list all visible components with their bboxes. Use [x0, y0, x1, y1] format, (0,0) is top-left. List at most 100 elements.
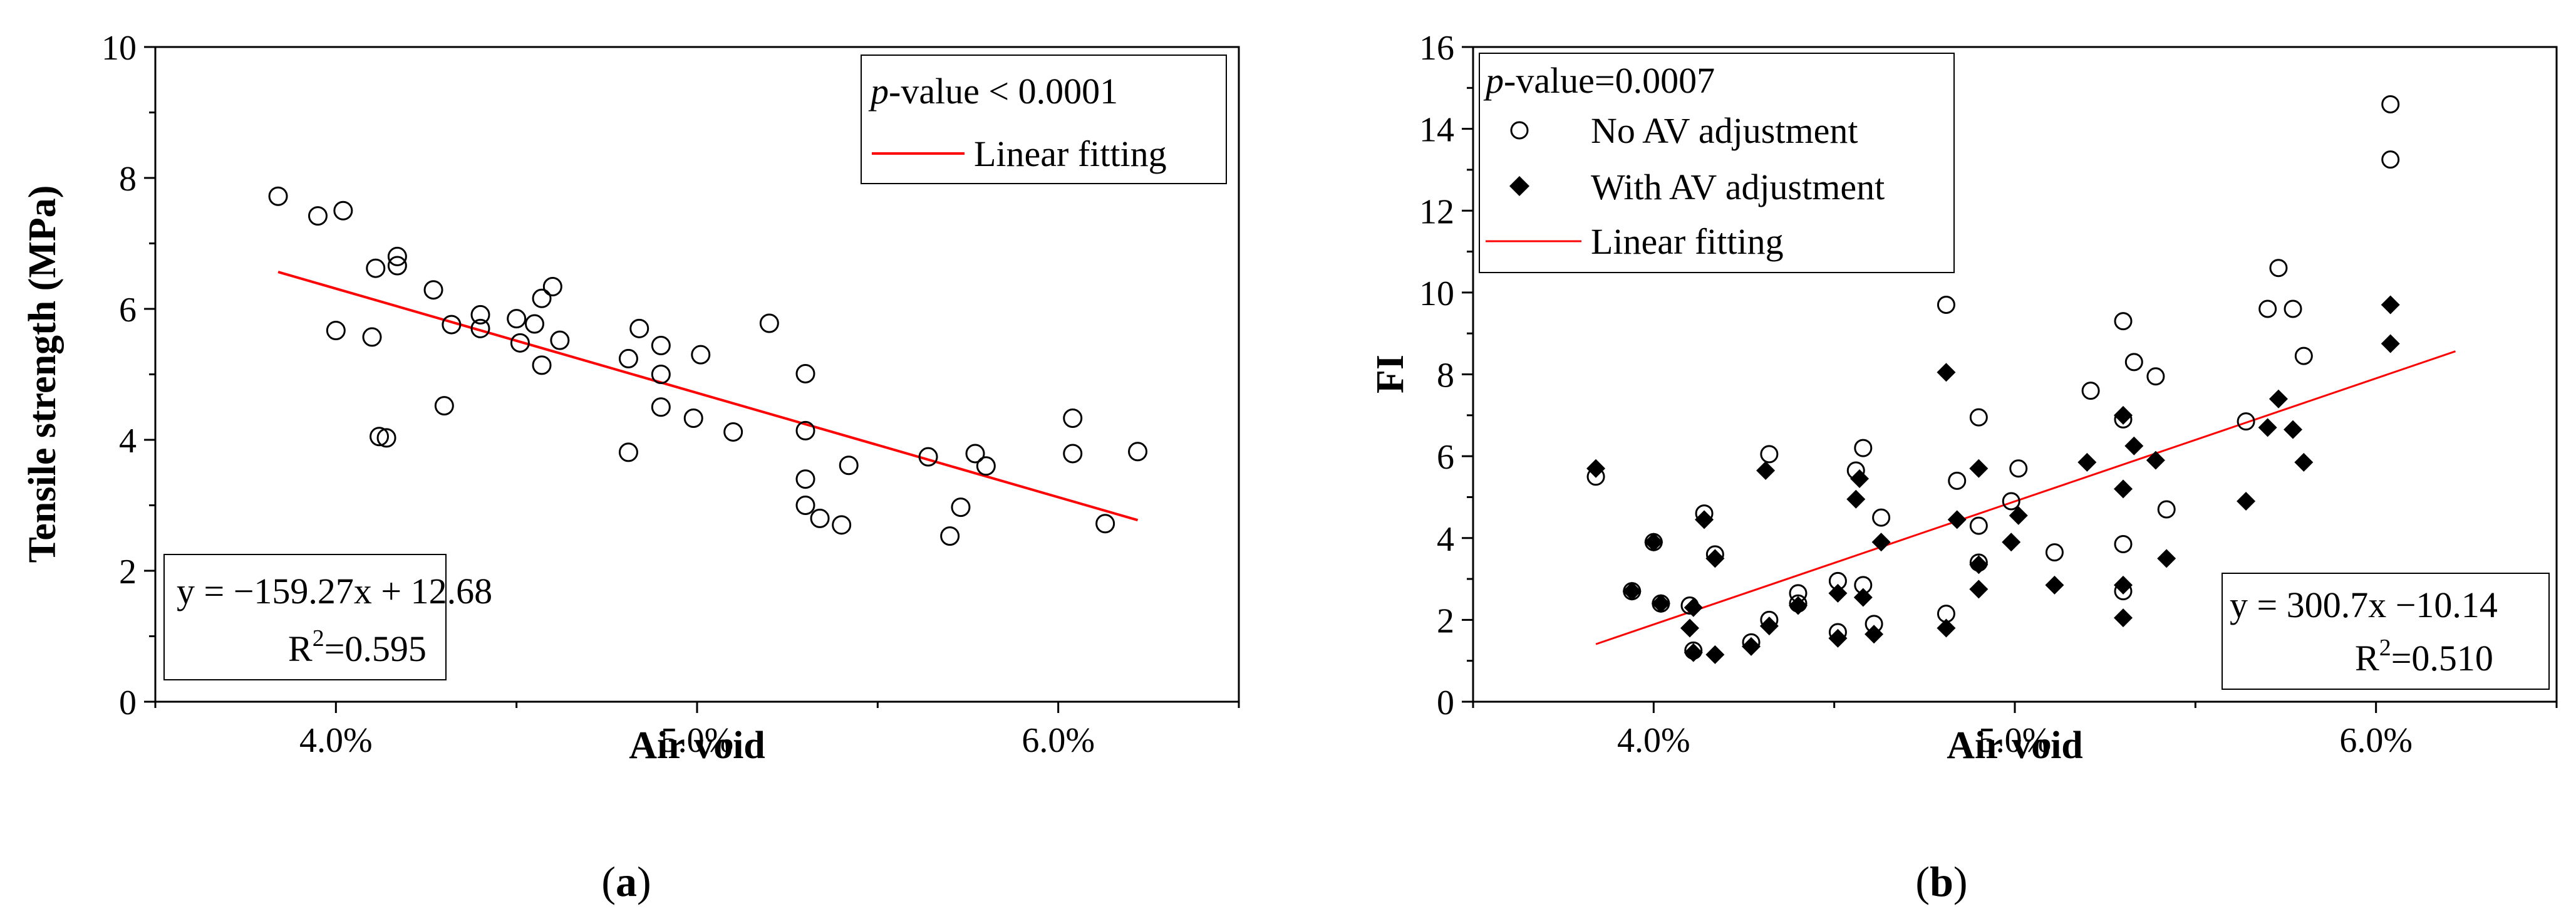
panel-b-point-with-av: [1969, 459, 1989, 478]
panel-b-r2: R2=0.510: [2355, 635, 2493, 679]
panel-b-point-with-av: [1684, 643, 1703, 662]
panel-a-data-point: [387, 256, 407, 276]
panel-a-data-point: [795, 496, 815, 515]
panel-b-point-with-av: [2114, 575, 2133, 595]
panel-b-point-with-av: [1759, 617, 1779, 636]
panel-a-data-point: [333, 200, 353, 221]
panel-b-point-no-av: [2045, 543, 2064, 562]
panel-b-point-with-av: [1742, 637, 1761, 656]
panel-b-fit-line: [1595, 350, 2456, 645]
panel-b-point-no-av: [1760, 445, 1779, 464]
panel-b-equation-box: y = 300.7x −10.14 R2=0.510: [2222, 573, 2550, 690]
panel-a-data-point: [387, 246, 407, 266]
panel-b-y-tick-label: 10: [1419, 274, 1454, 313]
panel-a-data-point: [965, 444, 985, 464]
panel-a-data-point: [832, 515, 852, 535]
panel-b-point-with-av: [2045, 575, 2064, 595]
panel-a-data-point: [618, 348, 638, 368]
panel-a-data-point: [723, 422, 743, 442]
panel-b-point-no-av: [1872, 508, 1891, 527]
panel-a-x-tick-label: 6.0%: [1022, 721, 1095, 760]
panel-a-data-point: [810, 508, 830, 528]
panel-a-data-point: [651, 397, 671, 417]
panel-b-x-tick-label: 4.0%: [1617, 721, 1690, 760]
panel-b-point-with-av: [1789, 596, 1808, 615]
panel-a-x-tick-label: 5.0%: [661, 721, 734, 760]
panel-a-data-point: [434, 396, 454, 416]
panel-a-data-point: [507, 309, 527, 329]
panel-b-chart: 4.0% 5.0% 6.0% 0 2 4 6 8 10 12 14 16 Air void FI p-…: [1369, 29, 2558, 905]
panel-b-point-with-av: [1756, 460, 1776, 480]
panel-b-point-with-av: [1828, 583, 1848, 603]
panel-a-data-point: [976, 456, 996, 476]
panel-a-y-axis-title: Tensile strength (MPa): [21, 185, 64, 563]
panel-b-legend-series2-label: With AV adjustment: [1591, 167, 1885, 207]
panel-a-data-point: [442, 315, 462, 335]
panel-b-point-with-av: [2237, 491, 2256, 511]
panel-b-point-with-av: [2146, 450, 2165, 470]
panel-b-point-no-av: [2114, 535, 2133, 554]
panel-b-point-no-av: [2146, 367, 2165, 386]
panel-b-point-with-av: [1828, 628, 1848, 648]
panel-a-data-point: [839, 455, 859, 476]
panel-b-point-with-av: [1651, 594, 1670, 613]
panel-b-point-with-av: [1969, 555, 1989, 575]
panel-b-y-tick-label: 0: [1437, 684, 1454, 722]
panel-b-legend-series1-label: No AV adjustment: [1591, 110, 1858, 151]
panel-b-point-with-av: [1644, 533, 1663, 552]
panel-b-point-no-av: [2124, 353, 2143, 372]
panel-a-y-tick-label: 6: [119, 291, 137, 330]
panel-a-data-point: [366, 258, 386, 278]
panel-a-data-point: [1063, 408, 1083, 429]
panel-b-point-no-av: [2009, 459, 2028, 478]
panel-b-point-with-av: [1586, 459, 1606, 478]
panel-b-legend: p-value=0.0007 No AV adjustment With AV …: [1479, 53, 1955, 273]
panel-a-data-point: [532, 288, 552, 308]
panel-b-point-no-av: [2114, 312, 2133, 331]
panel-a-r2: R2=0.595: [288, 625, 427, 669]
panel-b-y-tick-label: 14: [1419, 111, 1454, 150]
panel-b-point-with-av: [2268, 389, 2288, 408]
panel-b-legend-fit-label: Linear fitting: [1591, 221, 1784, 262]
panel-a-equation: y = −159.27x + 12.68: [177, 571, 492, 611]
panel-a-caption: (a): [601, 858, 651, 905]
panel-b-point-no-av: [2081, 382, 2100, 400]
panel-a-y-tick-label: 2: [119, 553, 137, 591]
panel-b-point-with-av: [2077, 452, 2097, 472]
panel-a-legend: p-value < 0.0001 Linear fitting: [861, 55, 1227, 184]
panel-b-point-with-av: [1937, 363, 1956, 382]
panel-a-legend-fit-label: Linear fitting: [974, 133, 1167, 174]
panel-b-point-with-av: [2381, 295, 2400, 315]
panel-b-x-axis-title: Air void: [1947, 724, 2083, 767]
panel-a-data-point: [1063, 444, 1083, 464]
panel-b-legend-diamond-marker: [1509, 176, 1529, 196]
panel-b-point-with-av: [2002, 533, 2021, 552]
panel-a-data-point: [376, 428, 396, 448]
panel-b-point-with-av: [2114, 608, 2133, 628]
panel-a-data-point: [470, 304, 490, 325]
panel-b-point-no-av: [2294, 346, 2313, 365]
panel-b-point-with-av: [2157, 549, 2176, 568]
panel-b-point-with-av: [2284, 420, 2303, 439]
panel-b-point-no-av: [1948, 471, 1967, 490]
panel-b-y-tick-label: 4: [1437, 520, 1454, 559]
panel-a-data-point: [532, 355, 552, 375]
panel-a-data-point: [370, 427, 390, 447]
panel-a-data-point: [326, 320, 346, 340]
panel-b-point-with-av: [2114, 405, 2133, 425]
panel-b-y-tick-label: 8: [1437, 356, 1454, 395]
panel-b-point-with-av: [1871, 533, 1891, 552]
panel-b-point-with-av: [2009, 506, 2028, 525]
panel-b-point-with-av: [2381, 334, 2400, 353]
panel-b-point-with-av: [1937, 618, 1956, 638]
panel-a-data-point: [795, 363, 815, 383]
panel-b-point-with-av: [2294, 452, 2314, 472]
panel-b-point-with-av: [2114, 479, 2133, 499]
panel-a-data-point: [268, 186, 288, 206]
panel-b-legend-circle-marker: [1510, 121, 1529, 140]
panel-b-point-with-av: [1684, 598, 1703, 617]
panel-b-point-no-av: [2269, 259, 2288, 278]
panel-b-point-no-av: [1937, 295, 1955, 314]
panel-a-data-point: [918, 447, 938, 467]
